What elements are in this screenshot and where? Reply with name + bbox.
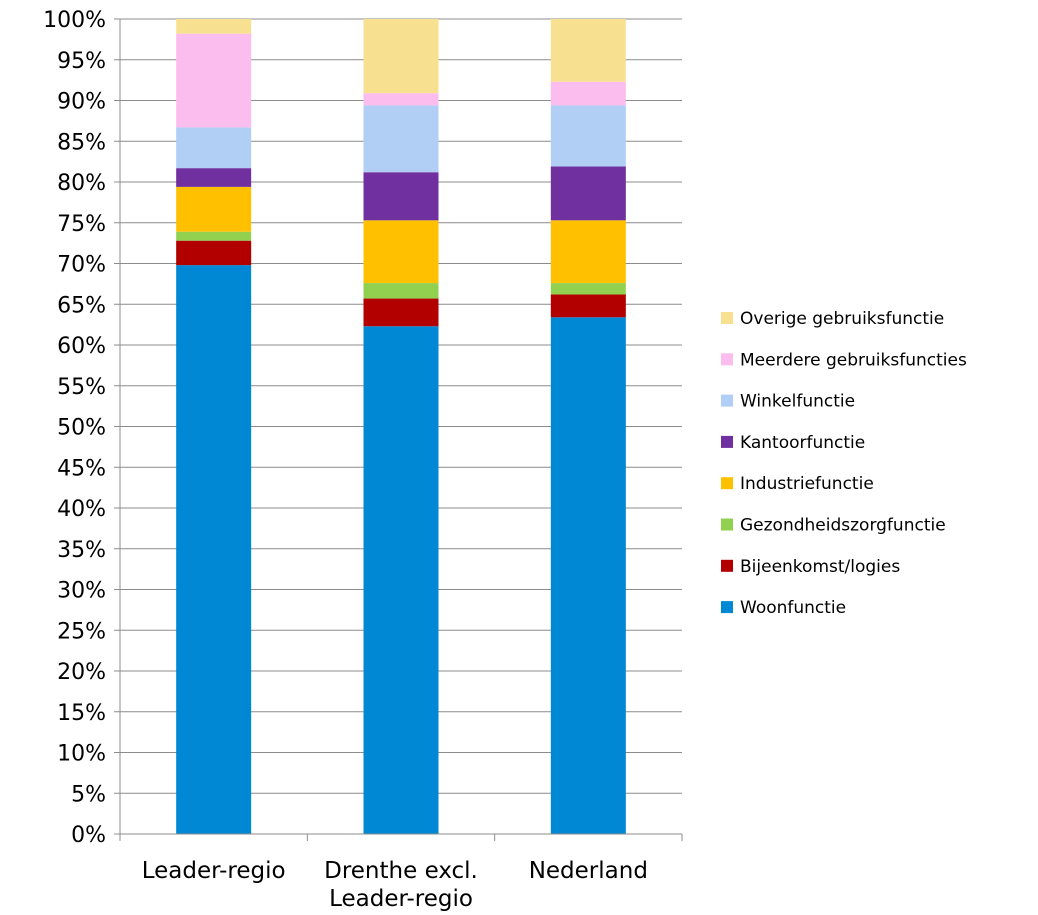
legend-swatch: [721, 394, 733, 407]
bar-segment-kantoorfunctie: [550, 166, 626, 221]
y-tick-label: 55%: [57, 375, 106, 400]
bar-segment-woonfunctie: [550, 317, 626, 834]
x-tick-label: Leader-regio: [142, 858, 286, 884]
x-tick-label: Drenthe excl. Leader-regio: [324, 858, 478, 912]
legend-swatch: [721, 435, 733, 448]
y-tick-label: 80%: [57, 171, 106, 196]
bar-segment-bijeenkomst-logies: [363, 298, 439, 327]
legend-label: Woonfunctie: [740, 598, 846, 618]
legend-swatch: [721, 477, 733, 490]
axes: [114, 18, 683, 841]
y-tick-label: 70%: [57, 253, 106, 278]
y-tick-label: 50%: [57, 416, 106, 441]
y-tick-label: 20%: [57, 660, 106, 685]
legend-label: Bijeenkomst/logies: [740, 557, 900, 577]
y-tick-label: 40%: [57, 497, 106, 522]
y-tick-label: 0%: [71, 823, 106, 848]
legend-label: Winkelfunctie: [740, 392, 855, 412]
y-tick-label: 60%: [57, 334, 106, 359]
legend-swatch: [721, 312, 733, 324]
bar-segment-bijeenkomst-logies: [550, 294, 626, 318]
y-tick-label: 90%: [57, 90, 106, 115]
legend-swatch: [721, 518, 733, 531]
y-tick-label: 30%: [57, 579, 106, 604]
bar-segment-winkelfunctie: [550, 105, 626, 167]
y-tick-label: 65%: [57, 293, 106, 318]
y-tick-label: 95%: [57, 49, 106, 74]
legend-label: Gezondheidszorgfunctie: [740, 516, 946, 536]
bar-segment-gezondheidszorgfunctie: [550, 283, 626, 295]
bar-segment-kantoorfunctie: [176, 168, 252, 187]
bar-segment-bijeenkomst-logies: [176, 240, 252, 266]
y-axis-tick-labels: 0% 5% 10% 15% 20% 25% 30% 35% 40% 45% 50% 55% 60% 65%…: [43, 8, 106, 848]
bar-segment-overige-gebruiksfunctie: [176, 19, 252, 34]
bar-segment-overige-gebruiksfunctie: [550, 19, 626, 82]
legend: Overige gebruiksfunctie Meerdere gebruiks…: [721, 309, 967, 618]
y-tick-label: 15%: [57, 701, 106, 726]
x-axis-tick-labels: Leader-regio Drenthe excl. Leader-regio Ned…: [142, 858, 648, 912]
bar-segment-woonfunctie: [176, 265, 252, 834]
y-tick-label: 100%: [43, 8, 106, 33]
bar-segment-meerdere-gebruiksfuncties: [550, 81, 626, 106]
y-tick-label: 35%: [57, 538, 106, 563]
bar-segment-winkelfunctie: [363, 105, 439, 173]
y-tick-label: 25%: [57, 619, 106, 644]
legend-label: Kantoorfunctie: [740, 433, 865, 453]
bar-segment-winkelfunctie: [176, 127, 252, 169]
legend-label: Industriefunctie: [740, 474, 874, 494]
y-tick-label: 75%: [57, 212, 106, 237]
bar-segment-kantoorfunctie: [363, 172, 439, 221]
y-tick-label: 45%: [57, 456, 106, 481]
legend-swatch: [721, 601, 733, 614]
legend-swatch: [721, 353, 733, 366]
legend-label: Meerdere gebruiksfuncties: [740, 350, 967, 370]
bar-segment-industriefunctie: [176, 186, 252, 232]
bar-segment-gezondheidszorgfunctie: [176, 231, 252, 241]
bar-segment-meerdere-gebruiksfuncties: [363, 93, 439, 106]
bar-segment-meerdere-gebruiksfuncties: [176, 33, 252, 128]
bar-segment-industriefunctie: [550, 220, 626, 284]
y-tick-label: 10%: [57, 742, 106, 767]
bar-segment-gezondheidszorgfunctie: [363, 283, 439, 299]
bars: [176, 19, 626, 834]
bar-segment-woonfunctie: [363, 326, 439, 834]
bar-segment-overige-gebruiksfunctie: [363, 19, 439, 94]
bar-segment-industriefunctie: [363, 220, 439, 284]
y-tick-label: 85%: [57, 130, 106, 155]
legend-swatch: [721, 559, 733, 572]
x-tick-label: Nederland: [529, 858, 648, 884]
legend-label: Overige gebruiksfunctie: [740, 309, 944, 329]
y-tick-label: 5%: [71, 782, 106, 807]
